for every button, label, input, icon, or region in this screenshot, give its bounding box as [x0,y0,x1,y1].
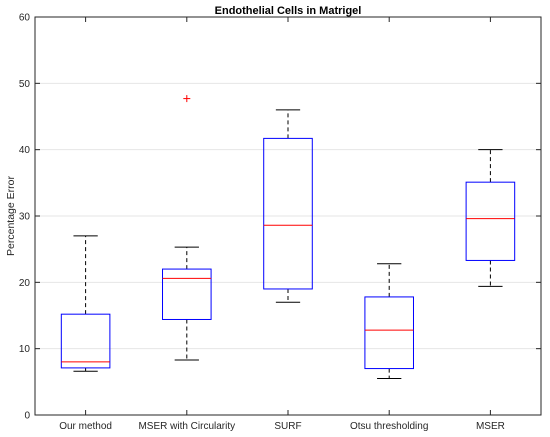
box-iqr [465,181,516,261]
box-group-3 [364,263,414,380]
x-tick-label: MSER with Circularity [138,421,235,432]
y-tick-label: 20 [19,278,31,289]
y-tick-label: 50 [19,79,31,90]
x-axis-ticks: Our method MSER with Circularity SURF Otsu … [59,17,505,432]
y-axis-label: Percentage Error [5,176,17,256]
x-tick-label: Otsu thresholding [350,421,428,432]
box-series [60,95,516,380]
box-iqr [263,137,313,290]
y-tick-label: 40 [19,145,31,156]
box-group-1 [162,95,212,361]
box-group-2 [263,109,313,303]
box-iqr [60,313,111,369]
y-tick-label: 60 [19,13,31,24]
box-group-4 [465,149,516,287]
y-tick-label: 10 [19,344,31,355]
y-axis-ticks: 0 10 20 30 40 50 60 [19,13,541,422]
grid-lines [35,82,541,350]
y-tick-label: 0 [24,411,30,422]
y-tick-label: 30 [19,212,31,223]
box-iqr [364,296,414,370]
x-tick-label: Our method [59,421,112,432]
chart-title: Endothelial Cells in Matrigel [215,5,362,17]
x-tick-label: MSER [476,421,505,432]
x-tick-label: SURF [274,421,301,432]
box-group-0 [60,235,111,372]
box-iqr [162,268,212,320]
